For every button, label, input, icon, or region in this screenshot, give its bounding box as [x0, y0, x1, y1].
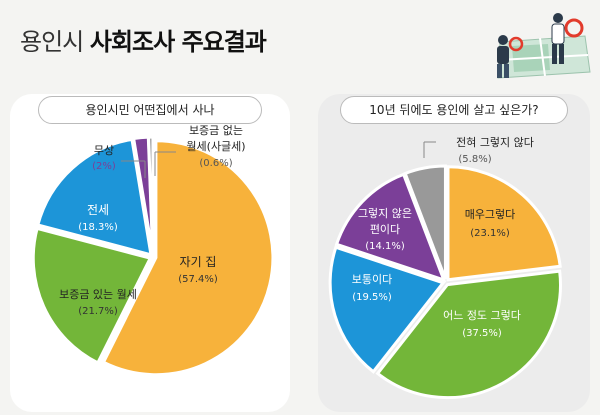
label-free-name: 무상: [94, 144, 114, 157]
label-own-name: 자기 집: [180, 255, 217, 269]
chart-title-future: 10년 뒤에도 용인에 살고 싶은가?: [340, 96, 568, 124]
label-not-name-1: 그렇지 않은: [358, 207, 412, 220]
pie-slice-3: [328, 245, 446, 374]
pie-slice-1: [446, 165, 562, 282]
pie-slice-2: [31, 226, 153, 365]
pie-slice-5: [403, 164, 447, 280]
label-never-value: (5.8%): [458, 154, 491, 165]
label-very-value: (23.1%): [470, 228, 510, 239]
label-deposit-name: 보증금 있는 월세: [59, 288, 137, 301]
label-free-value: (2%): [92, 161, 116, 172]
pie-slice-3: [36, 137, 153, 257]
label-jeonse-name: 전세: [87, 203, 109, 217]
label-jeonse-value: (18.3%): [78, 222, 118, 233]
label-very-name: 매우그렇다: [465, 208, 516, 221]
label-own-value: (57.4%): [178, 274, 218, 285]
pie-slice-4: [334, 172, 447, 283]
chart-title-housing: 용인시민 어떤집에서 사나: [38, 96, 262, 124]
label-nodep-value: (0.6%): [199, 158, 232, 169]
label-never-name: 전혀 그렇지 않다: [456, 136, 534, 149]
label-some-name: 어느 정도 그렇다: [443, 309, 521, 322]
pie-slice-1: [101, 139, 275, 377]
label-not-value: (14.1%): [365, 241, 405, 252]
label-some-value: (37.5%): [462, 328, 502, 339]
label-deposit-value: (21.7%): [78, 306, 118, 317]
label-avg-name: 보통이다: [352, 273, 392, 286]
label-nodep-name-2: 월세(사글세): [186, 140, 245, 153]
pie-slice-5: [146, 135, 155, 255]
pie-housing: [31, 135, 275, 377]
label-nodep-name-1: 보증금 없는: [189, 124, 243, 137]
pie-future: [328, 164, 562, 400]
pie-slice-2: [375, 269, 562, 400]
page-title: 용인시 사회조사 주요결과: [20, 28, 267, 56]
label-avg-value: (19.5%): [352, 292, 392, 303]
label-not-name-2: 편이다: [370, 223, 400, 236]
